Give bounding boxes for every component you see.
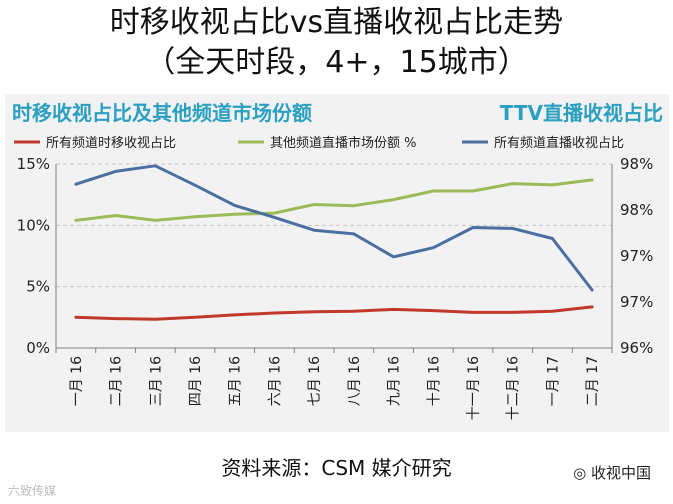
x-tick-label: 五月 16 — [228, 356, 244, 406]
watermark-text: 收视中国 — [590, 464, 651, 482]
y-right-tick-label: 97% — [620, 247, 653, 265]
watermark: ◎ 收视中国 — [573, 462, 651, 483]
x-tick-label: 二月 17 — [585, 356, 601, 406]
right-axis-title: TTV直播收视占比 — [499, 101, 663, 125]
left-axis-title: 时移收视占比及其他频道市场份额 — [12, 101, 312, 125]
wechat-icon: ◎ — [573, 464, 587, 482]
x-tick-label: 九月 16 — [387, 356, 403, 406]
x-tick-label: 一月 16 — [69, 356, 85, 406]
x-tick-label: 十一月 16 — [466, 356, 482, 420]
x-tick-label: 六月 16 — [267, 356, 283, 406]
y-right-tick-label: 98% — [620, 201, 653, 219]
x-tick-label: 三月 16 — [148, 356, 164, 406]
x-tick-label: 十二月 16 — [506, 356, 522, 420]
chart-title: 时移收视占比vs直播收视占比走势 — [109, 5, 564, 40]
y-left-tick-label: 0% — [26, 339, 50, 357]
legend-label: 所有频道时移收视占比 — [46, 136, 176, 151]
chart-subtitle: （全天时段，4+，15城市） — [145, 45, 528, 80]
y-right-tick-label: 97% — [620, 293, 653, 311]
x-tick-label: 七月 16 — [307, 356, 323, 406]
x-tick-label: 二月 16 — [109, 356, 125, 406]
x-tick-label: 八月 16 — [347, 356, 363, 406]
legend-label: 所有频道直播收视占比 — [494, 136, 624, 151]
x-tick-label: 四月 16 — [188, 356, 204, 406]
y-right-tick-label: 98% — [620, 155, 653, 173]
y-right-tick-label: 96% — [620, 339, 653, 357]
series-line — [74, 164, 594, 292]
series-line — [74, 178, 594, 222]
x-tick-label: 一月 17 — [545, 356, 561, 406]
corner-watermark: 六致传媒 — [8, 484, 57, 498]
y-left-tick-label: 5% — [26, 278, 50, 296]
series-line — [74, 305, 594, 321]
y-left-tick-label: 15% — [17, 155, 50, 173]
chart-panel — [5, 94, 669, 432]
y-left-tick-label: 10% — [17, 216, 50, 234]
x-tick-label: 十月 16 — [426, 356, 442, 406]
source-note: 资料来源：CSM 媒介研究 — [221, 456, 452, 480]
legend-label: 其他频道直播市场份额 % — [270, 135, 417, 151]
